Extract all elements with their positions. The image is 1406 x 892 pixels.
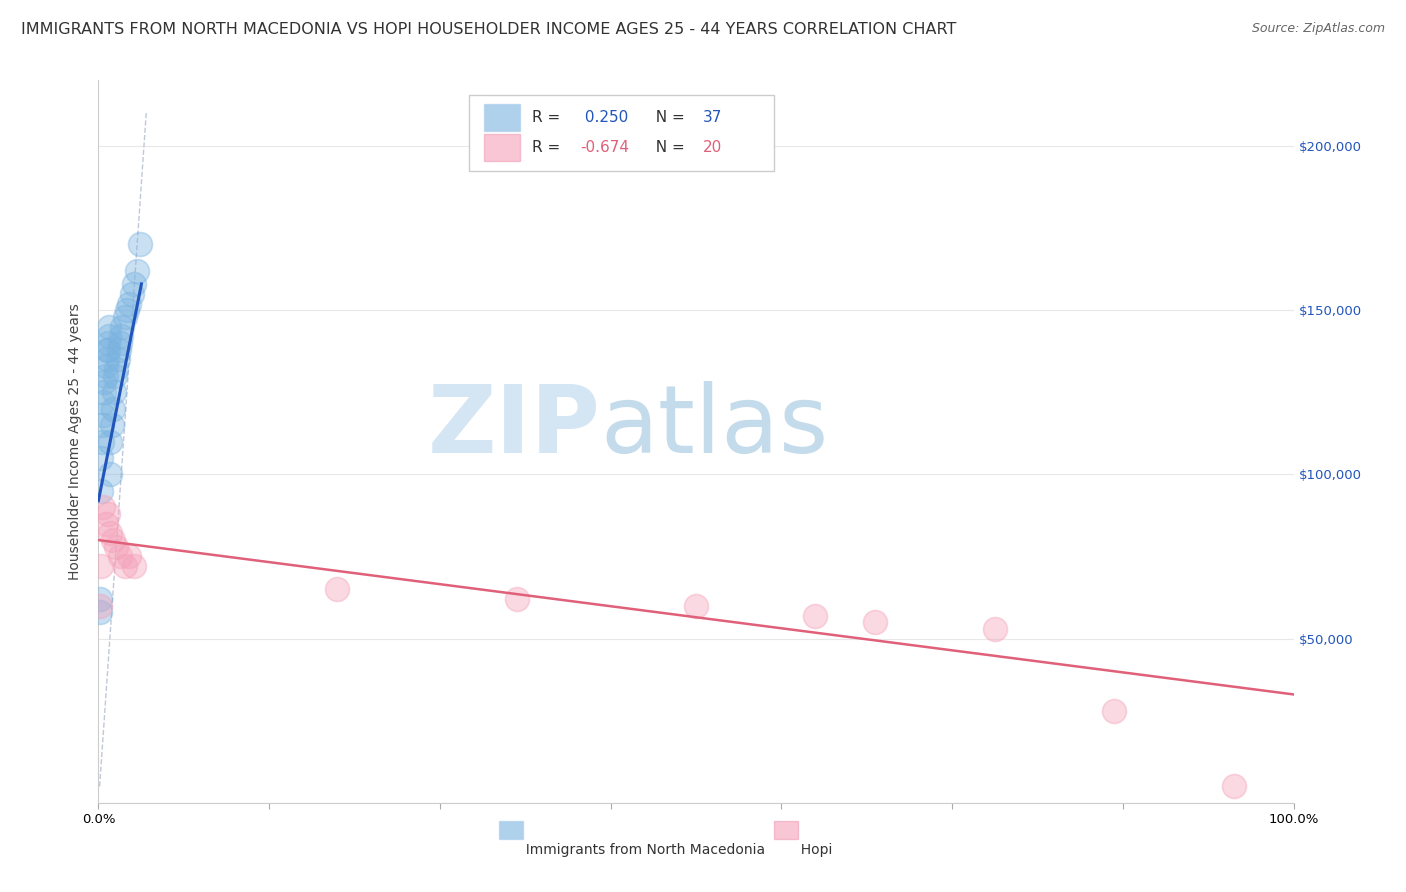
Point: [90, 559, 112, 574]
Point: [124, 277, 146, 291]
Point: [108, 336, 131, 351]
Point: [1104, 704, 1126, 718]
FancyBboxPatch shape: [470, 95, 773, 170]
Point: [90, 483, 112, 498]
Point: [96, 343, 118, 357]
Text: N =: N =: [645, 110, 689, 125]
Point: [98, 467, 122, 482]
Point: [101, 533, 124, 547]
Point: [96, 352, 118, 367]
Point: [101, 401, 124, 416]
Point: [124, 559, 146, 574]
Point: [94, 359, 117, 373]
Point: [103, 385, 125, 400]
Point: [984, 622, 1007, 636]
Text: Source: ZipAtlas.com: Source: ZipAtlas.com: [1251, 22, 1385, 36]
Point: [114, 310, 136, 324]
Point: [93, 376, 115, 390]
Point: [98, 319, 121, 334]
Y-axis label: Householder Income Ages 25 - 44 years: Householder Income Ages 25 - 44 years: [69, 303, 83, 580]
Point: [326, 582, 349, 597]
Text: 20: 20: [703, 140, 723, 155]
Point: [506, 592, 529, 607]
Point: [107, 343, 129, 357]
Point: [98, 526, 122, 541]
Point: [1223, 780, 1246, 794]
Point: [90, 450, 112, 465]
Point: [89, 605, 111, 619]
FancyBboxPatch shape: [485, 134, 520, 161]
Point: [97, 507, 120, 521]
Point: [121, 286, 143, 301]
Text: -0.674: -0.674: [581, 140, 628, 155]
Text: atlas: atlas: [600, 381, 828, 473]
Point: [125, 264, 148, 278]
Point: [94, 516, 117, 531]
Point: [105, 540, 128, 554]
Point: [118, 296, 141, 310]
Point: [115, 303, 138, 318]
Point: [118, 549, 141, 564]
Text: ZIP: ZIP: [427, 381, 600, 473]
FancyBboxPatch shape: [773, 821, 797, 838]
Point: [107, 352, 129, 367]
Text: N =: N =: [645, 140, 689, 155]
Point: [111, 319, 134, 334]
Text: R =: R =: [533, 140, 565, 155]
Point: [97, 336, 120, 351]
Point: [91, 434, 114, 449]
Text: Immigrants from North Macedonia: Immigrants from North Macedonia: [517, 843, 765, 856]
Point: [804, 608, 827, 623]
Point: [97, 343, 120, 357]
Point: [685, 599, 707, 613]
Point: [110, 329, 132, 343]
Point: [89, 599, 111, 613]
Text: Hopi: Hopi: [792, 843, 832, 856]
Point: [91, 418, 114, 433]
FancyBboxPatch shape: [485, 103, 520, 131]
Point: [91, 395, 114, 409]
Point: [129, 237, 152, 252]
Text: 0.250: 0.250: [581, 110, 628, 125]
Point: [100, 418, 122, 433]
Text: 37: 37: [703, 110, 723, 125]
Point: [98, 434, 122, 449]
Text: IMMIGRANTS FROM NORTH MACEDONIA VS HOPI HOUSEHOLDER INCOME AGES 25 - 44 YEARS CO: IMMIGRANTS FROM NORTH MACEDONIA VS HOPI …: [21, 22, 956, 37]
Point: [94, 368, 117, 383]
Point: [91, 409, 114, 423]
Text: R =: R =: [533, 110, 565, 125]
Point: [104, 368, 127, 383]
Point: [98, 329, 121, 343]
Point: [865, 615, 887, 630]
Point: [91, 500, 114, 515]
Point: [89, 592, 111, 607]
Point: [105, 362, 128, 376]
Point: [108, 549, 131, 564]
FancyBboxPatch shape: [499, 821, 523, 838]
Point: [114, 559, 136, 574]
Point: [93, 385, 115, 400]
